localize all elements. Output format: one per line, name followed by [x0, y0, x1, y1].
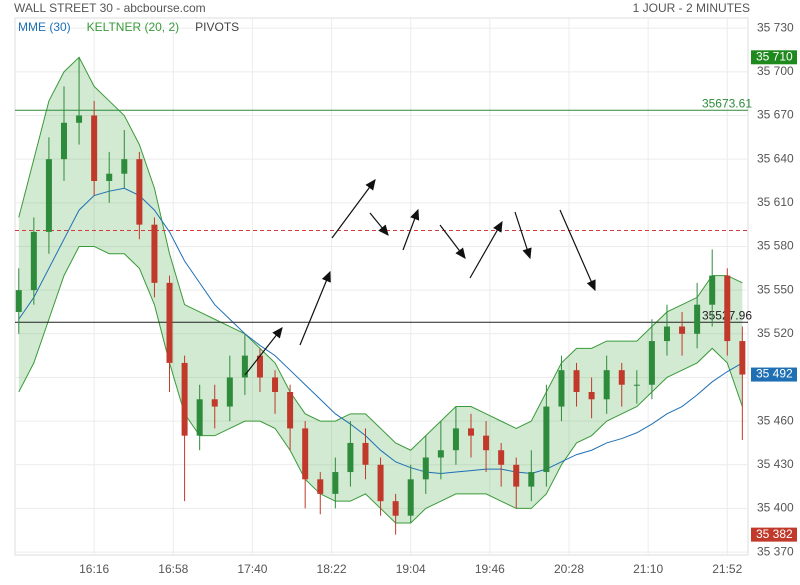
chart-subtitle: 1 JOUR - 2 MINUTES	[633, 1, 750, 15]
candle-body	[483, 435, 490, 451]
arrow	[559, 209, 596, 292]
candle-body	[452, 428, 459, 451]
candle-body	[60, 122, 67, 160]
legend-entry: KELTNER (20, 2)	[87, 20, 179, 34]
candle-body	[498, 450, 505, 465]
arrow	[331, 179, 376, 239]
candle-body	[332, 472, 339, 494]
y-tick-label: 35 610	[757, 195, 794, 209]
y-tick-label: 35 430	[757, 457, 794, 471]
price-badge-label: 35 492	[756, 367, 793, 381]
candle-body	[603, 370, 610, 400]
candle-body	[272, 377, 279, 393]
candle-body	[468, 428, 475, 436]
candle-body	[618, 370, 625, 385]
candles	[15, 57, 746, 535]
price-badge	[751, 527, 797, 542]
candle-body	[528, 472, 535, 487]
candle-body	[422, 457, 429, 480]
y-tick-label: 35 730	[757, 20, 794, 34]
candle-body	[30, 231, 37, 291]
x-tick-label: 21:10	[633, 562, 663, 576]
labels: WALL STREET 30 - abcbourse.com 1 JOUR - …	[14, 1, 797, 576]
candle-body	[121, 159, 128, 174]
y-tick-label: 35 370	[757, 544, 794, 558]
candle-body	[91, 115, 98, 181]
candle-body	[407, 479, 414, 516]
candle-body	[76, 115, 83, 123]
candle-body	[45, 159, 52, 232]
candle-body	[513, 464, 520, 487]
y-tick-label: 35 670	[757, 108, 794, 122]
x-tick-label: 18:22	[317, 562, 347, 576]
candle-body	[226, 377, 233, 407]
candle-body	[347, 442, 354, 473]
x-tick-label: 16:16	[79, 562, 109, 576]
x-tick-label: 16:58	[158, 562, 188, 576]
arrow	[402, 208, 420, 251]
candle-body	[106, 173, 113, 181]
legend-entry: PIVOTS	[195, 20, 239, 34]
candle-body	[302, 428, 309, 480]
candle-body	[317, 479, 324, 494]
legend-entry: MME (30)	[18, 20, 71, 34]
arrow	[514, 211, 532, 260]
x-tick-label: 19:04	[396, 562, 426, 576]
candle-body	[377, 464, 384, 502]
candle-body	[633, 384, 640, 386]
candle-body	[151, 224, 158, 283]
candle-body	[724, 275, 731, 342]
candle-body	[392, 501, 399, 516]
y-tick-label: 35 400	[757, 501, 794, 515]
keltner-upper	[18, 56, 743, 451]
candle-body	[694, 304, 701, 334]
candle-body	[543, 406, 550, 473]
candle-body	[558, 370, 565, 407]
candle-body	[241, 355, 248, 378]
arrow	[439, 224, 466, 259]
y-tick-label: 35 550	[757, 282, 794, 296]
price-badge	[751, 50, 797, 65]
candle-body	[166, 282, 173, 363]
candle-body	[287, 392, 294, 429]
pivot-label: 35673.61	[702, 96, 752, 110]
x-tick-label: 19:46	[475, 562, 505, 576]
candle-body	[739, 341, 746, 375]
candle-body	[181, 362, 188, 436]
candle-body	[15, 290, 22, 312]
x-tick-label: 20:28	[554, 562, 584, 576]
candle-body	[196, 399, 203, 436]
arrow	[369, 212, 389, 236]
candle-body	[679, 326, 686, 334]
price-badge	[751, 367, 797, 382]
y-tick-label: 35 520	[757, 326, 794, 340]
price-badge-label: 35 710	[756, 49, 793, 63]
x-tick-label: 21:52	[712, 562, 742, 576]
price-badge-label: 35 382	[756, 527, 793, 541]
candle-body	[573, 370, 580, 393]
y-tick-label: 35 700	[757, 64, 794, 78]
y-tick-label: 35 580	[757, 239, 794, 253]
arrow	[299, 270, 331, 346]
arrow	[244, 327, 283, 376]
y-tick-label: 35 640	[757, 151, 794, 165]
candle-body	[663, 326, 670, 342]
y-tick-label: 35 460	[757, 413, 794, 427]
plot-frame	[14, 17, 749, 556]
x-tick-label: 17:40	[237, 562, 267, 576]
candle-body	[211, 399, 218, 407]
candle-body	[437, 450, 444, 458]
candle-body	[709, 275, 716, 305]
candle-body	[648, 341, 655, 385]
candle-body	[588, 392, 595, 400]
candle-body	[256, 355, 263, 378]
candle-body	[362, 442, 369, 465]
candle-body	[136, 159, 143, 225]
arrow	[469, 220, 503, 279]
annotations	[244, 179, 596, 376]
chart-title: WALL STREET 30 - abcbourse.com	[14, 1, 206, 15]
